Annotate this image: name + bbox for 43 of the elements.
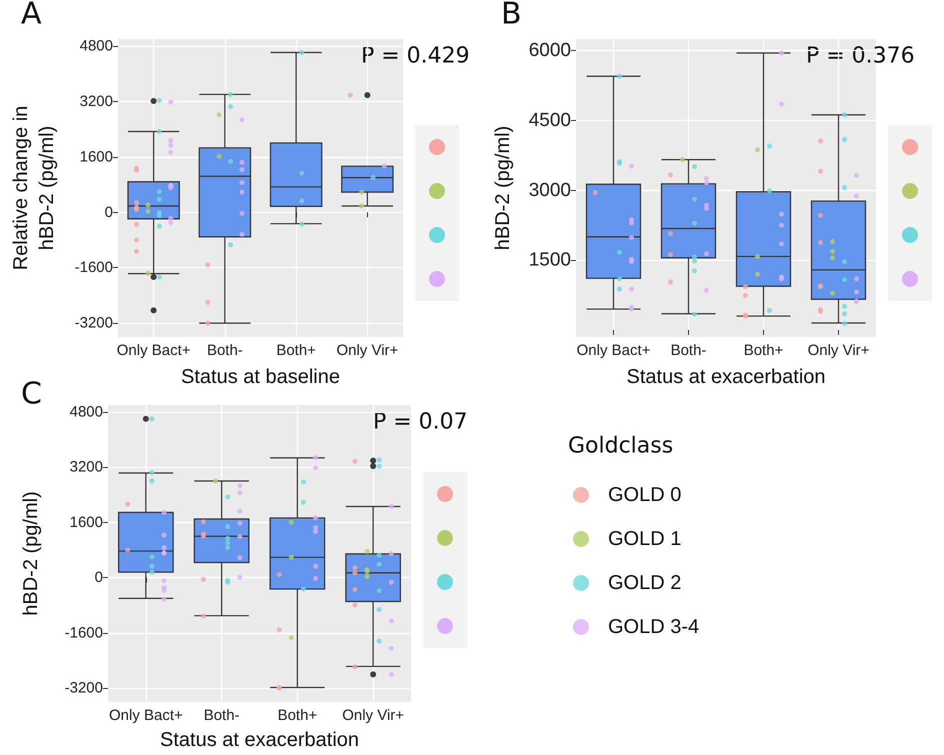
y-tick-label: 0 xyxy=(94,569,103,586)
x-tick-label: Both- xyxy=(206,342,243,359)
legend-label: GOLD 3-4 xyxy=(608,616,700,638)
x-axis-title: Status at exacerbation xyxy=(626,366,826,388)
y-tick-label: 1600 xyxy=(70,514,103,531)
x-tick-label: Only Vir+ xyxy=(336,342,399,359)
x-axis-title: Status at baseline xyxy=(181,366,340,388)
x-tick-label: Only Bact+ xyxy=(576,342,651,359)
chart-title: C xyxy=(21,376,42,412)
y-tick-label: 6000 xyxy=(528,40,571,62)
y-tick-label: -3200 xyxy=(74,314,113,332)
y-axis-title: hBD-2 (pg/ml) xyxy=(492,126,514,250)
x-tick-label: Both+ xyxy=(278,707,318,724)
y-tick-label: 4800 xyxy=(70,403,103,420)
annotation: P = 0.07 xyxy=(373,410,468,434)
x-tick-label: Both- xyxy=(204,707,240,724)
x-tick-label: Only Vir+ xyxy=(808,342,870,359)
x-tick-label: Both+ xyxy=(744,342,784,359)
legend-label: GOLD 2 xyxy=(608,572,682,594)
x-tick-label: Both- xyxy=(670,342,706,359)
x-tick-label: Both+ xyxy=(276,342,316,359)
legend-title: Goldclass xyxy=(568,434,674,458)
y-tick-label: 0 xyxy=(104,204,113,221)
y-tick-label: -1600 xyxy=(74,259,113,276)
x-tick-label: Only Vir+ xyxy=(342,707,404,724)
chart-title: B xyxy=(501,0,522,32)
y-tick-label: 4800 xyxy=(80,37,113,54)
y-tick-label: 3200 xyxy=(70,458,103,476)
y-tick-label: -3200 xyxy=(64,680,103,697)
y-tick-label: -1600 xyxy=(64,624,103,642)
y-tick-label: 3200 xyxy=(80,92,113,110)
y-tick-label: 3000 xyxy=(528,180,571,201)
legend-label: GOLD 1 xyxy=(608,528,682,550)
legend-label: GOLD 0 xyxy=(608,484,682,506)
y-axis-title: hBD-2 (pg/ml) xyxy=(20,491,42,616)
x-tick-label: Only Bact+ xyxy=(116,342,191,359)
y-axis-title: Relative change in hBD-2 (pg/ml) xyxy=(10,106,58,270)
x-axis-title: Status at exacerbation xyxy=(160,729,360,751)
x-tick-label: Only Bact+ xyxy=(108,707,183,724)
chart-title: A xyxy=(21,0,42,32)
y-tick-label: 1500 xyxy=(528,250,571,271)
y-tick-label: 4500 xyxy=(528,110,571,131)
y-tick-label: 1600 xyxy=(80,148,113,166)
